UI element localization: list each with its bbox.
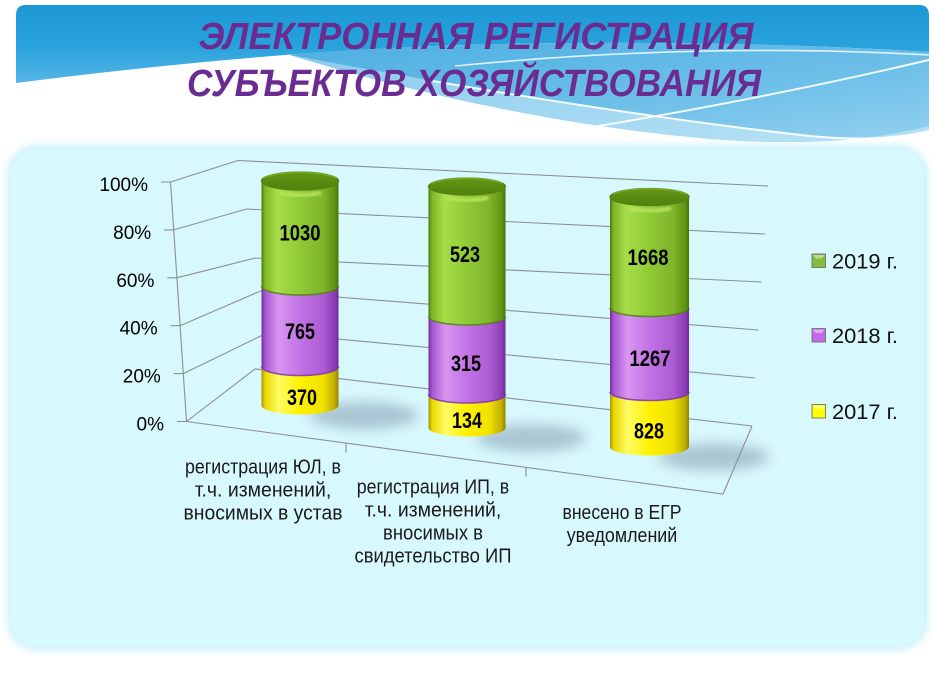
svg-text:1267: 1267 (630, 346, 671, 371)
svg-text:315: 315 (451, 351, 481, 376)
svg-text:0%: 0% (137, 415, 165, 436)
svg-text:134: 134 (452, 408, 483, 433)
svg-text:1668: 1668 (628, 245, 669, 270)
svg-text:20%: 20% (123, 367, 161, 388)
svg-text:523: 523 (450, 242, 480, 267)
svg-text:1030: 1030 (280, 221, 321, 246)
svg-text:2018 г.: 2018 г. (832, 324, 898, 348)
svg-text:2019 г.: 2019 г. (832, 250, 898, 274)
svg-text:регистрация ИП, вт.ч. изменени: регистрация ИП, в т.ч. изменений, вносимых… (355, 476, 512, 568)
svg-text:ЭЛЕКТРОННАЯ РЕГИСТРАЦИЯ: ЭЛЕКТРОННАЯ РЕГИСТРАЦИЯ (199, 16, 755, 58)
svg-text:регистрация ЮЛ, вт.ч. изменени: регистрация ЮЛ, в т.ч. изменений, вносимых… (184, 456, 343, 525)
svg-text:100%: 100% (99, 175, 148, 196)
svg-text:370: 370 (287, 385, 317, 410)
svg-text:828: 828 (634, 419, 664, 444)
svg-text:СУБЪЕКТОВ ХОЗЯЙСТВОВАНИЯ: СУБЪЕКТОВ ХОЗЯЙСТВОВАНИЯ (187, 60, 762, 105)
svg-text:40%: 40% (120, 319, 158, 340)
svg-text:765: 765 (285, 319, 315, 344)
svg-text:80%: 80% (113, 223, 151, 244)
svg-text:2017 г.: 2017 г. (832, 400, 898, 424)
svg-text:60%: 60% (116, 271, 154, 292)
